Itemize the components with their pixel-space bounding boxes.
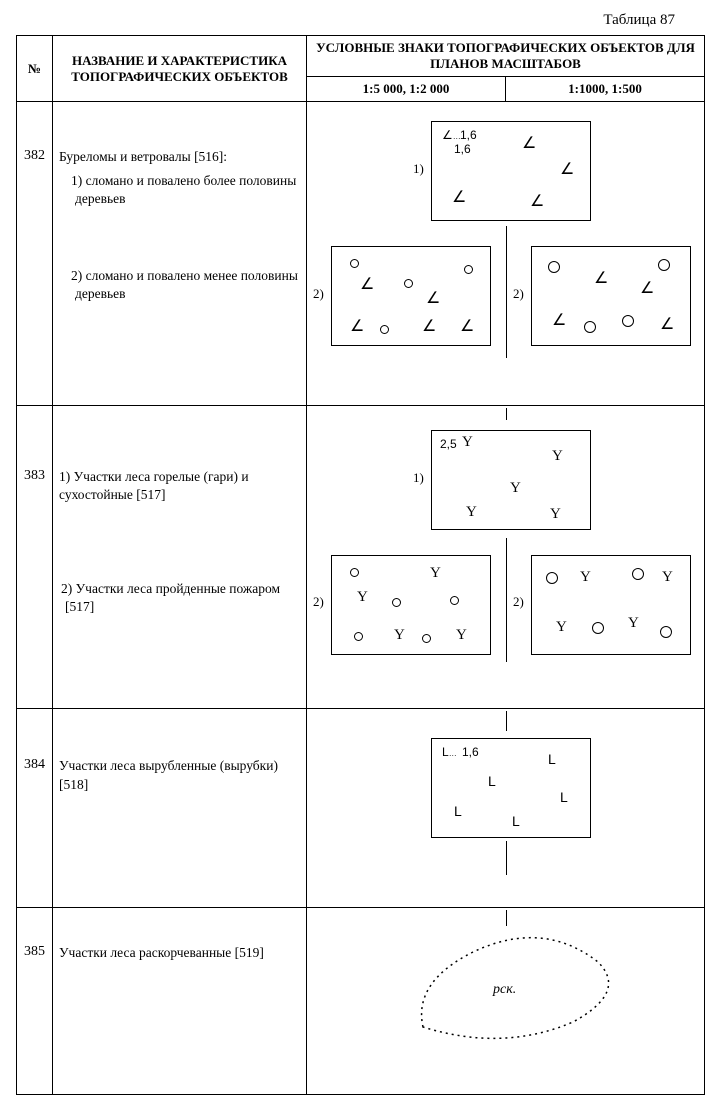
sym-label-2r: 2) xyxy=(513,594,524,610)
sym-label-2r: 2) xyxy=(513,286,524,302)
symbol-cell-385: рск. xyxy=(307,908,705,1095)
sym-box-383-2l: Y Y Y Y xyxy=(331,555,491,655)
header-row-1: № НАЗВАНИЕ И ХАРАКТЕРИСТИКА ТОПОГРАФИЧЕС… xyxy=(17,36,705,77)
row-name: Участки леса раскорчеванные [519] xyxy=(53,908,307,1095)
row-num: 382 xyxy=(17,102,53,406)
header-sym: УСЛОВНЫЕ ЗНАКИ ТОПОГРАФИЧЕСКИХ ОБЪЕКТОВ … xyxy=(307,36,705,77)
dim-w: 1,6 xyxy=(460,128,477,142)
row-name: Участки леса вырубленные (выруб­ки) [518… xyxy=(53,709,307,908)
sym-box-382-2l: ∠ ∠ ∠ ∠ ∠ xyxy=(331,246,491,346)
subentry-2: 2) сломано и повалено менее по­ловины де… xyxy=(59,267,300,303)
header-scale-right: 1:1000, 1:500 xyxy=(506,77,705,102)
symbol-cell-383: 1) 2,5 Y Y Y Y Y 2) Y xyxy=(307,405,705,709)
sym-box-382-1: ∠… 1,6 1,6 ∠ ∠ ∠ ∠ xyxy=(431,121,591,221)
row-name: Буреломы и ветровалы [516]: 1) сломано и… xyxy=(53,102,307,406)
subentry-2: 2) Участки леса пройденные пожа­ром [517… xyxy=(59,580,300,616)
rsk-label: рск. xyxy=(493,982,516,998)
symbol-cell-384: L… 1,6 L L L L L xyxy=(307,709,705,908)
entry-title: Участки леса раскорчеванные [519] xyxy=(59,944,300,962)
page: Таблица 87 № НАЗВАНИЕ И ХАРАКТЕРИСТИКА Т… xyxy=(0,0,721,1112)
row-num: 384 xyxy=(17,709,53,908)
table-number: Таблица 87 xyxy=(16,12,705,29)
entry-title: 1) Участки леса горелые (гари) и сухосто… xyxy=(59,468,300,504)
header-name: НАЗВАНИЕ И ХАРАКТЕРИСТИКА ТОПОГРАФИЧЕСКИ… xyxy=(53,36,307,102)
subentry-1: 1) сломано и повалено более по­ловины де… xyxy=(59,172,300,208)
sym-label-2l: 2) xyxy=(313,286,324,302)
row-name: 1) Участки леса горелые (гари) и сухосто… xyxy=(53,405,307,709)
row-384: 384 Участки леса вырубленные (выруб­ки) … xyxy=(17,709,705,908)
row-385: 385 Участки леса раскорчеванные [519] рс… xyxy=(17,908,705,1095)
dim-h: 1,6 xyxy=(454,142,471,156)
sym-box-383-1: 2,5 Y Y Y Y Y xyxy=(431,430,591,530)
dim: 1,6 xyxy=(462,745,479,759)
symbol-cell-382: 1) ∠… 1,6 1,6 ∠ ∠ ∠ ∠ 2) xyxy=(307,102,705,406)
sym-label-2l: 2) xyxy=(313,594,324,610)
row-num: 385 xyxy=(17,908,53,1095)
main-table: № НАЗВАНИЕ И ХАРАКТЕРИСТИКА ТОПОГРАФИЧЕС… xyxy=(16,35,705,1095)
entry-title: Буреломы и ветровалы [516]: xyxy=(59,148,300,166)
row-382: 382 Буреломы и ветровалы [516]: 1) слома… xyxy=(17,102,705,406)
row-num: 383 xyxy=(17,405,53,709)
header-num: № xyxy=(17,36,53,102)
header-scale-left: 1:5 000, 1:2 000 xyxy=(307,77,506,102)
row-383: 383 1) Участки леса горелые (гари) и сух… xyxy=(17,405,705,709)
sym-label-1: 1) xyxy=(413,470,424,486)
dim: 2,5 xyxy=(440,437,457,451)
sym-box-384: L… 1,6 L L L L L xyxy=(431,738,591,838)
sym-label-1: 1) xyxy=(413,161,424,177)
sym-box-382-2r: ∠ ∠ ∠ ∠ xyxy=(531,246,691,346)
sym-box-383-2r: Y Y Y Y xyxy=(531,555,691,655)
entry-title: Участки леса вырубленные (выруб­ки) [518… xyxy=(59,757,300,793)
